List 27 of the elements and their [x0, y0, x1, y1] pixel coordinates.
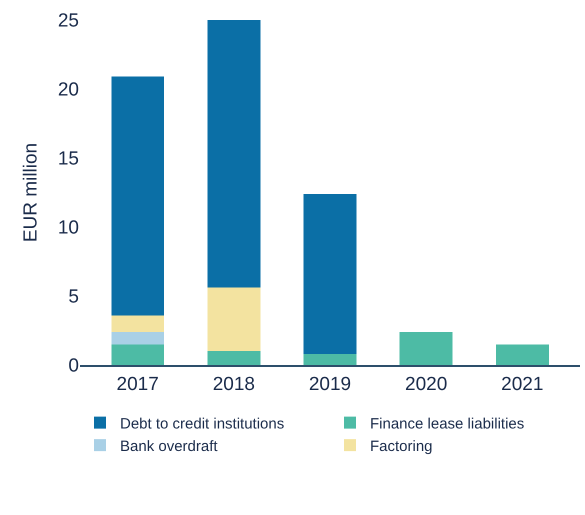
- legend-label: Factoring: [370, 438, 433, 455]
- bar: [400, 332, 453, 365]
- x-tick-label: 2017: [116, 374, 159, 395]
- x-tick-label: 2019: [308, 374, 352, 395]
- y-axis-title: EUR million: [20, 142, 42, 242]
- bar: [304, 194, 356, 354]
- bar: [111, 332, 164, 344]
- x-tick-label: 2018: [212, 374, 255, 395]
- legend-label: Bank overdraft: [120, 438, 218, 455]
- y-tick-label: 5: [68, 286, 79, 308]
- bar: [111, 344, 164, 365]
- y-tick-label: 15: [58, 148, 79, 170]
- y-tick-label: 20: [58, 80, 79, 101]
- bar: [207, 288, 260, 352]
- bar: [207, 351, 260, 365]
- bar: [496, 344, 549, 365]
- bar: [111, 315, 164, 332]
- legend-label: Debt to credit institutions: [120, 416, 284, 432]
- x-tick-label: 2021: [501, 374, 544, 395]
- bar: [207, 20, 260, 288]
- bar: [111, 76, 164, 316]
- bar: [304, 354, 356, 365]
- x-tick-label: 2020: [405, 374, 448, 395]
- y-tick-label: 0: [68, 356, 79, 377]
- y-tick-label: 10: [58, 218, 79, 239]
- legend-label: Finance lease liabilities: [370, 416, 524, 432]
- y-tick-label: 25: [58, 10, 79, 32]
